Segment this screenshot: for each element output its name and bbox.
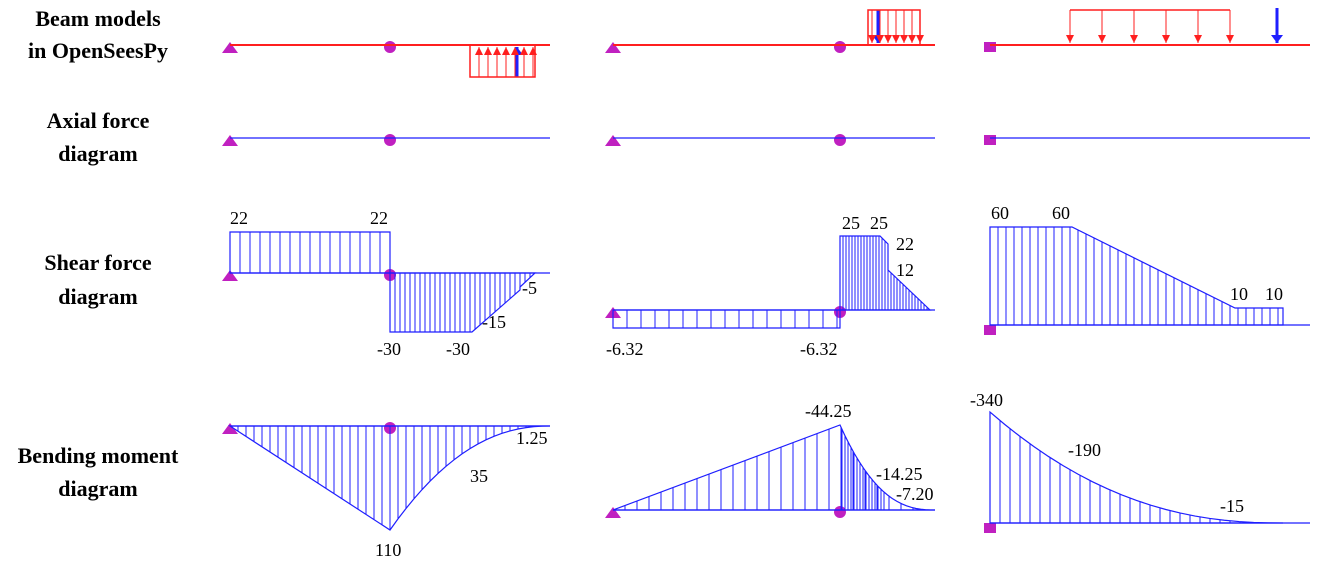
value-label: -14.25 <box>876 464 923 484</box>
diagram-outline <box>989 410 1284 524</box>
value-label: 22 <box>896 234 914 254</box>
value-label: -44.25 <box>805 401 852 421</box>
pin-support <box>222 42 238 53</box>
value-label: 25 <box>870 213 888 233</box>
row-label: diagram <box>58 284 137 309</box>
value-label: -7.20 <box>896 484 934 504</box>
value-label: 10 <box>1265 284 1283 304</box>
value-label: 60 <box>991 203 1009 223</box>
value-label: -15 <box>482 312 506 332</box>
value-label: 25 <box>842 213 860 233</box>
fixed-support <box>984 42 996 52</box>
row-label: Beam models <box>35 6 161 31</box>
value-label: 22 <box>370 208 388 228</box>
value-label: -15 <box>1220 496 1244 516</box>
value-label: 1.25 <box>516 428 548 448</box>
row-label: diagram <box>58 476 137 501</box>
value-label: 60 <box>1052 203 1070 223</box>
pin-support <box>222 423 238 434</box>
roller-support <box>834 506 846 518</box>
roller-support <box>834 41 846 53</box>
fixed-support <box>984 135 996 145</box>
value-label: -6.32 <box>606 339 644 359</box>
value-label: -6.32 <box>800 339 838 359</box>
diagram-outline <box>612 309 841 329</box>
pin-support <box>605 507 621 518</box>
diagram-outline <box>989 226 1284 326</box>
value-label: -30 <box>377 339 401 359</box>
value-label: 35 <box>470 466 488 486</box>
pin-support <box>605 135 621 146</box>
pin-support <box>605 42 621 53</box>
diagram-outline <box>389 272 537 333</box>
row-label: diagram <box>58 141 137 166</box>
value-label: -5 <box>522 278 537 298</box>
value-label: -30 <box>446 339 470 359</box>
roller-support <box>834 134 846 146</box>
pin-support <box>222 270 238 281</box>
fixed-support <box>984 523 996 533</box>
roller-support <box>384 134 396 146</box>
fixed-support <box>984 325 996 335</box>
row-label: Bending moment <box>18 443 179 468</box>
row-label: in OpenSeesPy <box>28 38 168 63</box>
diagram-outline <box>227 425 551 531</box>
row-label: Shear force <box>44 250 152 275</box>
roller-support <box>384 41 396 53</box>
value-label: -340 <box>970 390 1003 410</box>
value-label: 10 <box>1230 284 1248 304</box>
value-label: -190 <box>1068 440 1101 460</box>
row-label: Axial force <box>47 108 150 133</box>
pin-support <box>222 135 238 146</box>
value-label: 110 <box>375 540 401 560</box>
value-label: 22 <box>230 208 248 228</box>
value-label: 12 <box>896 260 914 280</box>
